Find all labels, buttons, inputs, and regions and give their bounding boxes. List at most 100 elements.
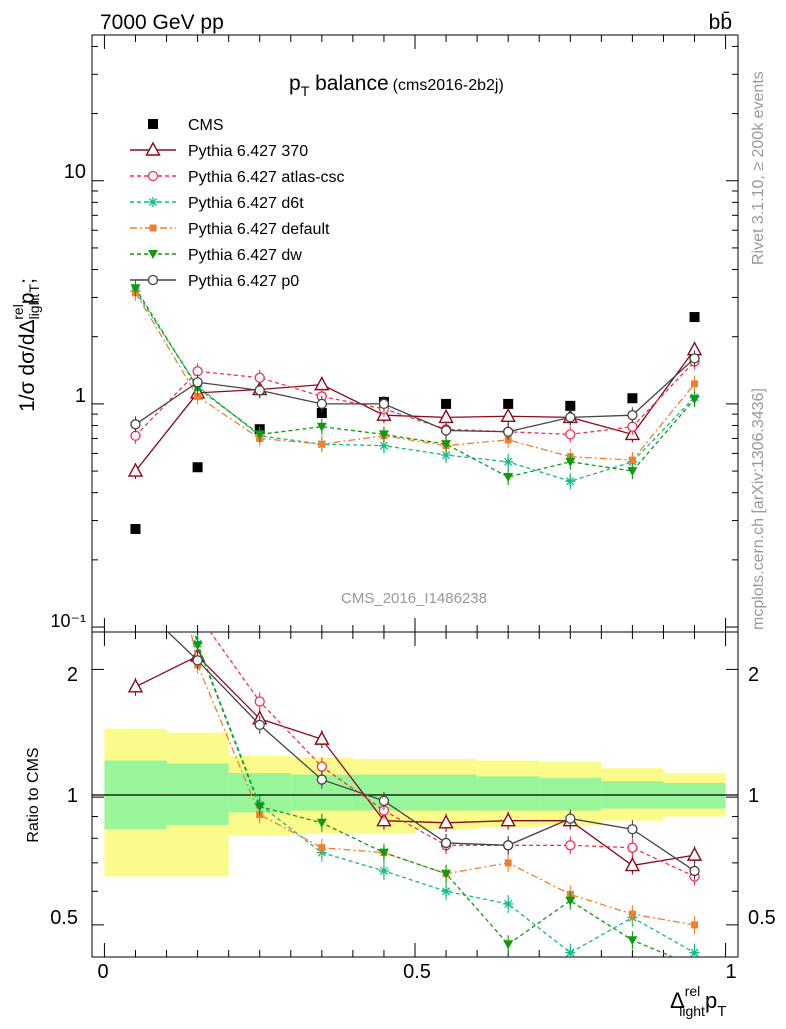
ratio-point-0-6 [500,812,516,827]
plot-title: pT balance (cms2016-2b2j) [289,72,504,99]
main-point-6-1 [192,377,203,388]
ratio-point-3-3 [318,844,326,852]
ratio-point-5-1 [192,655,203,666]
ratio-point-2-9 [689,947,700,957]
main-point-5-0 [130,284,141,294]
legend-entry-3: Pythia 6.427 d6t [130,195,304,212]
legend-label-6: Pythia 6.427 p0 [188,273,299,290]
legend-entry-1: Pythia 6.427 370 [130,141,308,160]
main-point-6-8 [627,410,638,421]
main-series-0 [130,312,700,534]
ratio-series-4 [130,351,696,957]
ratio-point-3-8 [628,910,636,918]
ratio-point-2-7 [565,947,576,957]
plot-title-sub: T [301,83,310,99]
ratio-y-tick-label-0.5-left: 0.5 [50,907,78,929]
main-point-2-0 [130,430,141,441]
ratio-point-0-3 [314,730,330,745]
main-series-line-3 [134,290,695,482]
main-point-0-9 [689,312,700,323]
ratio-point-4-2 [254,802,265,812]
main-point-6-4 [378,398,390,410]
ratio-y-tick-label-0.5-right: 0.5 [748,907,776,929]
main-series-line-5 [134,287,696,478]
legend-label-0: CMS [188,117,224,134]
ratio-band-inner-7 [539,777,602,811]
x-axis-label-main: Δ [670,988,685,1013]
ratio-point-1-7 [565,840,576,851]
legend-entry-5: Pythia 6.427 dw [130,247,302,264]
main-point-0-7 [565,400,576,411]
ratio-point-4-5 [441,869,452,879]
main-point-4-3 [318,440,326,448]
main-point-6-7 [565,412,576,423]
x-tick-label-0: 0 [97,961,108,983]
main-point-0-6 [503,398,514,409]
ratio-y-tick-label-1-left: 1 [67,785,78,807]
plot-title-rest: balance [309,72,388,95]
main-point-6-6 [503,426,514,437]
legend-label-2: Pythia 6.427 atlas-csc [188,169,345,186]
main-point-1-5 [438,408,454,424]
ratio-point-5-3 [316,774,327,785]
ratio-point-4-4 [378,848,389,858]
legend-marker-2 [147,170,159,182]
legend-label-4: Pythia 6.427 default [188,221,330,238]
main-y-tick-label-10: 10 [64,161,86,183]
ratio-point-5-7 [565,813,576,824]
x-tick-label-1: 1 [725,961,736,983]
main-point-5-8 [627,467,638,477]
ratio-band-inner-6 [477,776,540,811]
main-point-5-5 [441,440,452,450]
legend-entry-4: Pythia 6.427 default [130,221,330,238]
ratio-point-1-1 [193,610,202,619]
ratio-point-4-0 [130,351,140,360]
main-point-0-5 [441,398,452,409]
legend-marker-6 [147,274,159,286]
main-y-tick-label-0.1: 10⁻¹ [50,611,86,631]
legend-marker-5 [148,250,158,259]
main-series-5 [130,280,700,486]
x-tick-label-0.5: 0.5 [403,961,431,983]
main-y-tick-label-1: 1 [75,385,86,407]
plot-title-tag: (cms2016-2b2j) [393,77,504,94]
x-axis-label-tail-sub: T [717,1003,726,1020]
ratio-point-0-8 [624,857,641,872]
main-point-5-7 [565,457,576,467]
main-point-5-4 [378,430,389,440]
y-axis-label-sup: rel [10,304,26,320]
ratio-y-tick-label-2-right: 2 [748,664,759,686]
legend-entry-0: CMS [148,117,224,134]
main-series-line-4 [134,292,696,461]
main-series-6 [130,350,700,440]
legend-marker-0 [148,119,158,129]
ratio-y-axis-label: Ratio to CMS [25,747,42,842]
x-axis-label: Δrel lightpT [670,983,726,1020]
ratio-series-line-5 [166,632,695,872]
main-point-1-6 [500,407,516,422]
legend-label-5: Pythia 6.427 dw [188,247,302,264]
ratio-point-4-7 [565,896,576,906]
main-point-4-8 [628,456,636,464]
ratio-y-tick-label-1-right: 1 [748,785,759,807]
ratio-point-5-5 [440,837,452,849]
ratio-point-1-3 [316,761,327,772]
ratio-series-line-3 [190,632,695,926]
process-label: bb̄ [709,11,732,34]
main-series-line-1 [134,349,696,472]
legend-label-3: Pythia 6.427 d6t [188,195,304,212]
main-point-6-5 [440,425,452,436]
legend-marker-3 [148,197,158,207]
ratio-point-4-3 [316,818,327,828]
main-point-6-3 [316,398,327,410]
main-series-2 [130,353,700,444]
y-axis-label-end: ; [16,278,39,284]
ratio-point-2-0 [130,350,140,360]
main-series-line-2 [135,360,695,437]
ratio-series-clip [127,350,703,957]
main-point-4-6 [504,436,512,444]
ratio-point-4-8 [627,936,638,946]
main-point-0-8 [627,393,638,404]
main-series-4 [131,284,699,469]
